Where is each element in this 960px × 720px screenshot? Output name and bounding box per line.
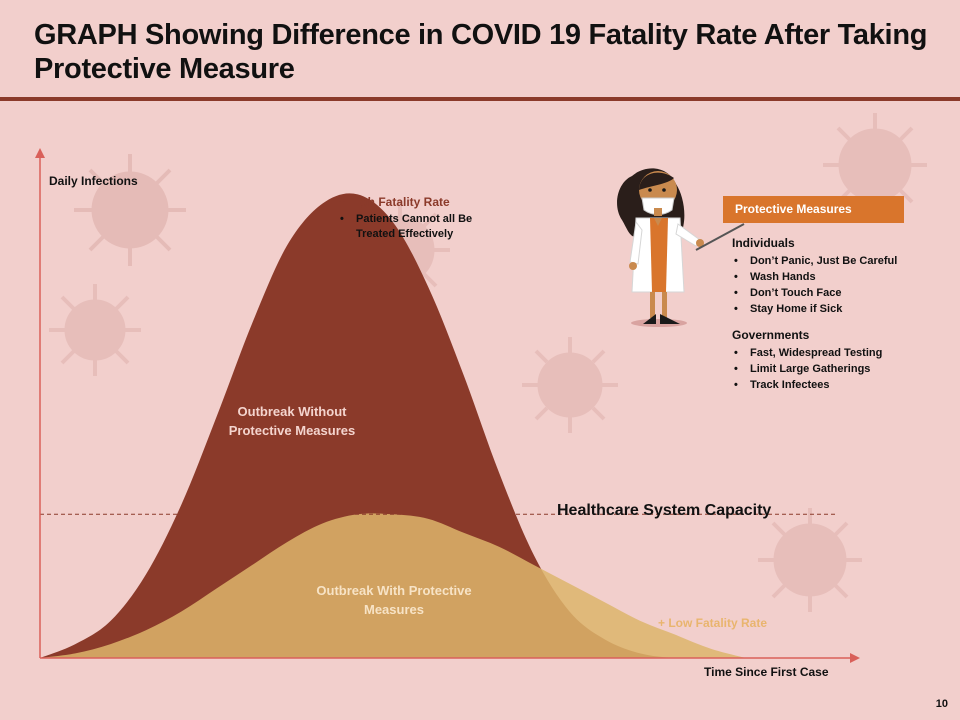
area-outbreak-with-measures — [40, 513, 747, 658]
governments-list: Fast, Widespread Testing Limit Large Gat… — [732, 345, 932, 393]
list-item: Track Infectees — [732, 377, 932, 393]
list-item: Don’t Panic, Just Be Careful — [732, 253, 932, 269]
high-fatality-title: + High Fatality Rate — [338, 195, 450, 209]
virus-decoration-icon — [522, 337, 618, 433]
title-divider — [0, 97, 960, 101]
y-axis-label: Daily Infections — [49, 174, 138, 188]
low-fatality-label: + Low Fatality Rate — [658, 616, 768, 630]
outbreak-without-measures-label: Outbreak Without Protective Measures — [228, 404, 356, 438]
area-outbreak-without-measures — [40, 193, 747, 659]
slide-title: GRAPH Showing Difference in COVID 19 Fat… — [34, 19, 928, 85]
governments-title: Governments — [732, 328, 810, 342]
high-fatality-list: Patients Cannot all Be Treated Effective… — [338, 212, 488, 242]
virus-decoration-icon — [74, 154, 186, 266]
list-item: Fast, Widespread Testing — [732, 345, 932, 361]
individuals-title: Individuals — [732, 236, 795, 250]
list-item: Don’t Touch Face — [732, 285, 932, 301]
page-number: 10 — [935, 698, 948, 710]
x-axis-label: Time Since First Case — [704, 665, 829, 679]
virus-decoration-icon — [758, 508, 862, 612]
list-item: Patients Cannot all Be Treated Effective… — [338, 212, 488, 242]
list-item: Limit Large Gatherings — [732, 361, 932, 377]
outbreak-with-measures-label: Outbreak With Protective Measures — [316, 583, 472, 617]
protective-measures-badge: Protective Measures — [723, 196, 904, 223]
healthcare-capacity-label: Healthcare System Capacity — [557, 502, 772, 519]
x-axis-arrow-icon — [850, 653, 860, 663]
list-item: Stay Home if Sick — [732, 301, 932, 317]
individuals-list: Don’t Panic, Just Be Careful Wash Hands … — [732, 253, 932, 317]
y-axis-arrow-icon — [35, 148, 45, 158]
virus-decoration-icon — [49, 284, 141, 376]
list-item: Wash Hands — [732, 269, 932, 285]
doctor-illustration-icon — [617, 168, 745, 327]
